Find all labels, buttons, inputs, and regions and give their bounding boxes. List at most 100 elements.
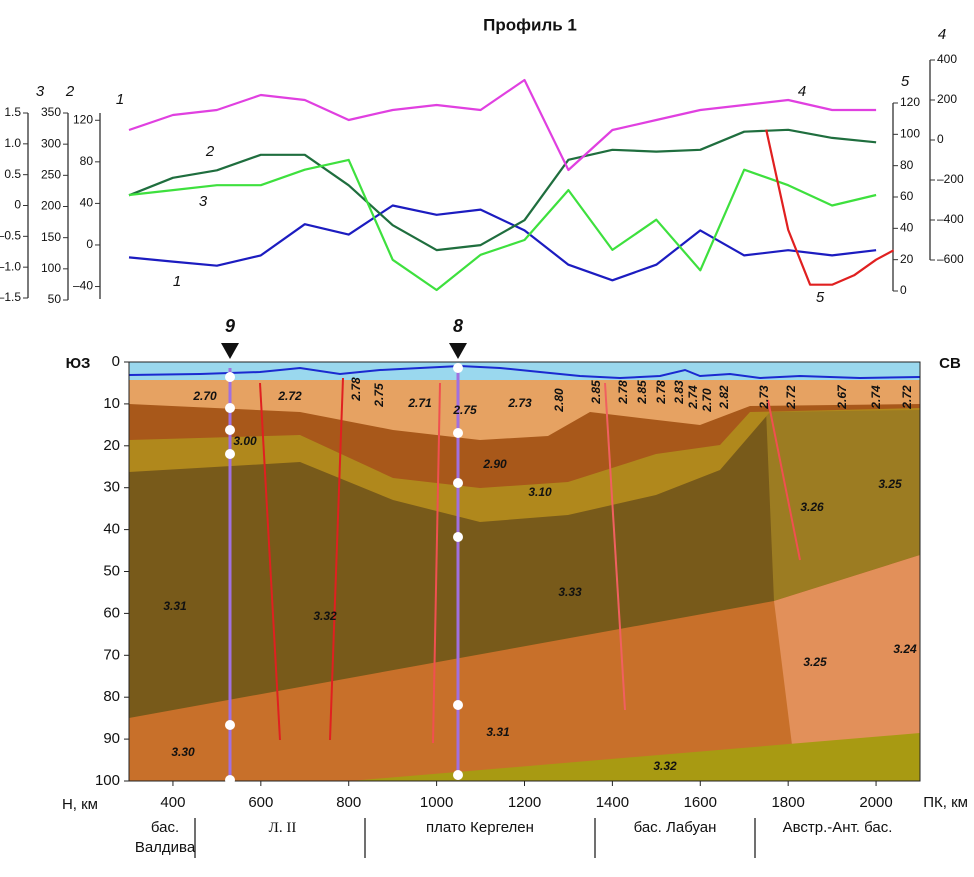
density-label: 2.74 (869, 385, 883, 410)
y-tick-label: 40 (103, 521, 120, 538)
curve-label: 3 (199, 193, 208, 210)
density-label: 2.73 (507, 396, 532, 410)
y-tick-label: 1.5 (4, 105, 21, 119)
well-point (225, 720, 235, 730)
y-tick-label: 60 (103, 604, 120, 621)
density-label: 2.70 (192, 389, 217, 403)
y-tick-label: 90 (103, 730, 120, 747)
density-label: 2.83 (672, 380, 686, 405)
fault (432, 382, 441, 744)
data-line (765, 129, 895, 286)
density-label: 2.72 (277, 389, 302, 403)
y-tick-label: 80 (80, 154, 94, 168)
layer (129, 375, 920, 440)
density-label: 3.24 (893, 642, 917, 656)
y-tick-label: –400 (937, 212, 964, 226)
y-tick-label: 50 (48, 292, 62, 306)
well-point (453, 363, 463, 373)
y-tick-label: 40 (900, 221, 914, 235)
y-tick-label: –1.0 (0, 259, 21, 273)
density-label: 3.33 (558, 585, 582, 599)
y-tick-label: 300 (41, 136, 61, 150)
corner-label: ЮЗ (66, 355, 91, 372)
x-tick-label: 600 (248, 794, 273, 811)
well-point (225, 372, 235, 382)
y-tick-label: 60 (900, 189, 914, 203)
data-line (128, 78, 877, 172)
layer (350, 733, 920, 781)
density-label: 2.67 (835, 384, 849, 410)
well-point (453, 700, 463, 710)
y-tick-label: 200 (41, 199, 61, 213)
axis-number: 3 (36, 83, 45, 100)
y-tick-label: –1.5 (0, 290, 21, 304)
density-label: 2.71 (407, 396, 432, 410)
y-tick-label: 0 (14, 198, 21, 212)
y-tick-label: 0 (86, 237, 93, 251)
curve-label: 5 (816, 289, 825, 306)
density-label: 2.80 (552, 388, 566, 413)
region-label: Л. II (268, 820, 297, 836)
y-tick-label: –600 (937, 252, 964, 266)
density-label: 3.32 (313, 609, 337, 623)
well-label: 8 (453, 316, 463, 336)
x-tick-label: 800 (336, 794, 361, 811)
y-tick-label: 400 (937, 52, 957, 66)
axis-number: 2 (65, 83, 75, 100)
y-tick-label: 100 (95, 772, 120, 789)
x-tick-label: 1400 (596, 794, 629, 811)
region-label: Австр.-Ант. бас. (782, 819, 893, 836)
x-tick-label: 1600 (684, 794, 717, 811)
data-line (128, 204, 877, 282)
region-label: плато Кергелен (426, 819, 534, 836)
data-line (128, 158, 877, 292)
curve-label: 1 (173, 273, 181, 290)
density-label: 2.73 (757, 385, 771, 410)
density-label: 2.90 (482, 457, 507, 471)
y-tick-label: 120 (900, 95, 920, 109)
density-label: 3.32 (653, 759, 677, 773)
x-axis-title: ПК, км (923, 794, 968, 811)
y-tick-label: –200 (937, 172, 964, 186)
y-tick-label: 150 (41, 230, 61, 244)
well-point (225, 403, 235, 413)
y-tick-label: 80 (900, 158, 914, 172)
density-label: 3.26 (800, 500, 824, 514)
y-tick-label: 40 (80, 196, 94, 210)
region-label: бас. Валдива (134, 819, 196, 856)
y-tick-label: 0 (937, 132, 944, 146)
layer (774, 555, 920, 745)
density-label: 3.10 (528, 485, 552, 499)
density-label: 3.25 (878, 477, 902, 491)
density-label: 2.72 (900, 385, 914, 410)
y-axis-title: H, км (62, 796, 98, 813)
x-tick-label: 2000 (859, 794, 892, 811)
y-tick-label: 120 (73, 112, 93, 126)
density-label: 3.31 (486, 725, 510, 739)
corner-label: СВ (939, 355, 961, 372)
well-label: 9 (225, 316, 235, 336)
region-label: бас. Лабуан (633, 819, 717, 836)
density-label: 2.78 (349, 377, 363, 402)
y-tick-label: –40 (73, 279, 93, 293)
y-tick-label: 250 (41, 168, 61, 182)
density-label: 2.75 (372, 383, 386, 408)
y-tick-label: 80 (103, 688, 120, 705)
density-label: 3.31 (163, 599, 187, 613)
density-label: 2.74 (686, 385, 700, 410)
density-label: 2.82 (717, 385, 731, 410)
axis-number: 1 (116, 91, 124, 108)
well-point (225, 425, 235, 435)
axis-number: 4 (938, 26, 946, 43)
density-label: 2.78 (616, 380, 630, 405)
y-tick-label: 20 (103, 437, 120, 454)
well-point (453, 770, 463, 780)
y-tick-label: 200 (937, 92, 957, 106)
well-marker (449, 343, 467, 359)
y-tick-label: 70 (103, 646, 120, 663)
y-tick-label: 50 (103, 562, 120, 579)
y-tick-label: 100 (41, 261, 61, 275)
y-tick-label: –0.5 (0, 229, 21, 243)
y-tick-label: 0.5 (4, 167, 21, 181)
